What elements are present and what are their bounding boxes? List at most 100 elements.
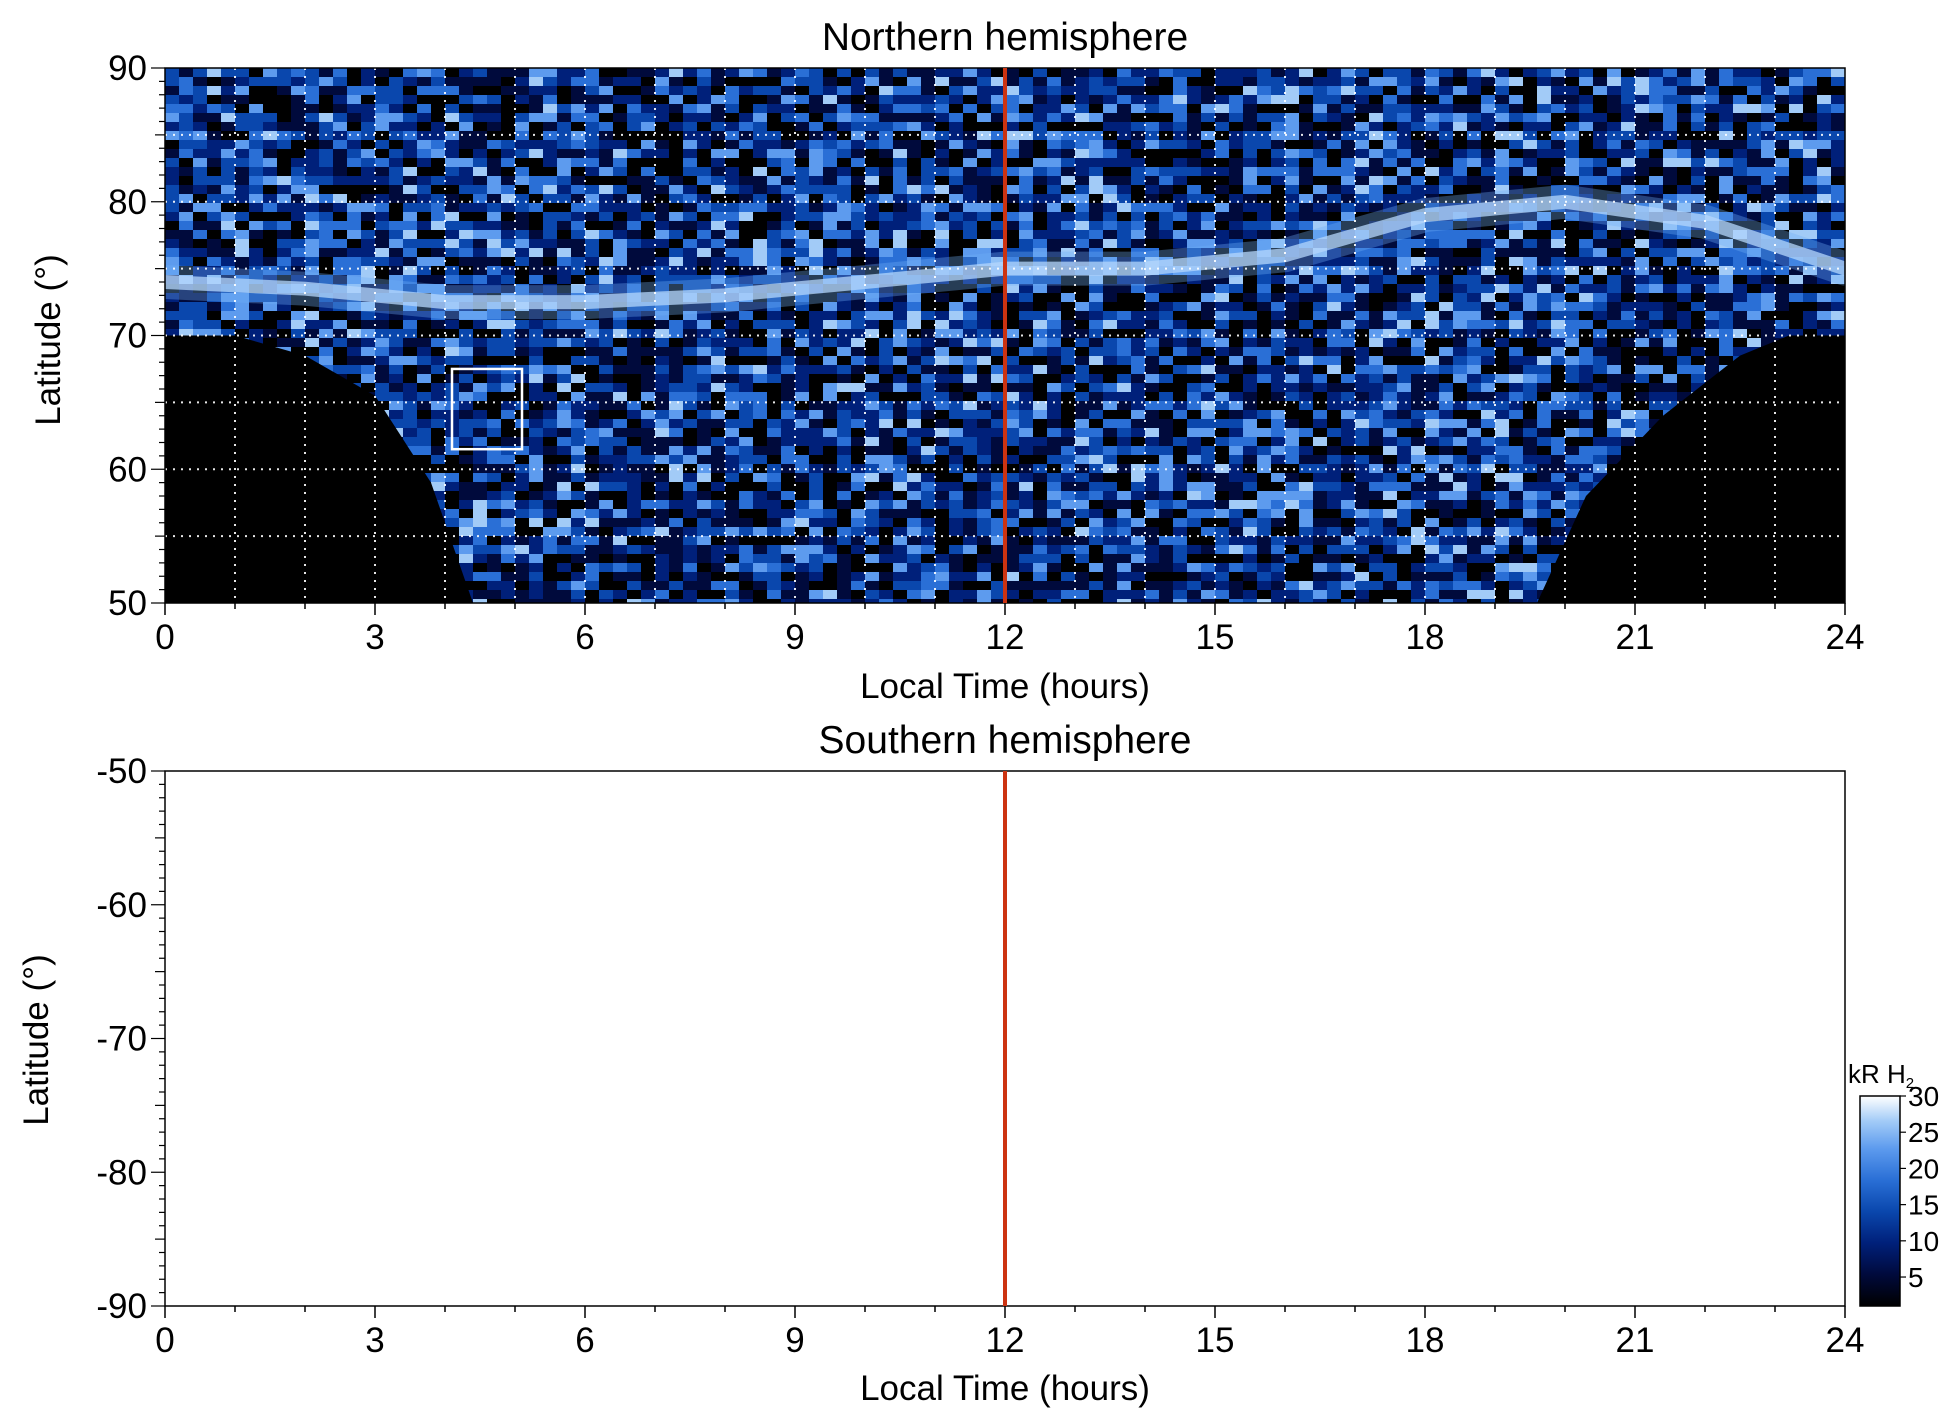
heatmap-cell (697, 176, 711, 185)
heatmap-cell (1201, 419, 1215, 428)
heatmap-cell (277, 176, 291, 185)
heatmap-cell (1565, 149, 1579, 158)
heatmap-cell (1831, 140, 1845, 149)
heatmap-cell (627, 347, 641, 356)
heatmap-cell (375, 401, 389, 410)
heatmap-cell (893, 374, 907, 383)
heatmap-cell (1537, 392, 1551, 401)
heatmap-cell (473, 86, 487, 95)
heatmap-cell (1467, 428, 1481, 437)
heatmap-cell (711, 401, 725, 410)
heatmap-cell (1299, 68, 1313, 77)
heatmap-cell (473, 122, 487, 131)
heatmap-cell (1397, 410, 1411, 419)
heatmap-cell (1607, 248, 1621, 257)
heatmap-cell (1593, 113, 1607, 122)
heatmap-cell (1131, 257, 1145, 266)
heatmap-cell (1565, 95, 1579, 104)
heatmap-cell (669, 158, 683, 167)
heatmap-cell (1047, 419, 1061, 428)
heatmap-cell (361, 221, 375, 230)
heatmap-cell (1103, 158, 1117, 167)
heatmap-cell (893, 122, 907, 131)
heatmap-cell (613, 212, 627, 221)
heatmap-cell (1453, 104, 1467, 113)
heatmap-cell (1257, 365, 1271, 374)
heatmap-cell (1341, 113, 1355, 122)
heatmap-cell (1411, 347, 1425, 356)
heatmap-cell (781, 302, 795, 311)
heatmap-cell (1439, 293, 1453, 302)
heatmap-cell (347, 149, 361, 158)
heatmap-cell (1257, 176, 1271, 185)
heatmap-cell (1691, 266, 1705, 275)
heatmap-cell (1775, 257, 1789, 266)
heatmap-cell (1677, 203, 1691, 212)
heatmap-cell (1831, 293, 1845, 302)
heatmap-cell (1817, 266, 1831, 275)
heatmap-cell (851, 203, 865, 212)
heatmap-cell (739, 194, 753, 203)
heatmap-cell (1117, 311, 1131, 320)
heatmap-cell (1215, 185, 1229, 194)
heatmap-cell (305, 194, 319, 203)
heatmap-cell (1775, 194, 1789, 203)
heatmap-cell (319, 329, 333, 338)
heatmap-cell (347, 230, 361, 239)
heatmap-cell (1761, 311, 1775, 320)
heatmap-cell (1649, 248, 1663, 257)
heatmap-cell (865, 167, 879, 176)
heatmap-cell (459, 185, 473, 194)
heatmap-cell (683, 149, 697, 158)
heatmap-cell (1579, 392, 1593, 401)
heatmap-cell (949, 176, 963, 185)
heatmap-cell (543, 320, 557, 329)
heatmap-cell (1271, 266, 1285, 275)
heatmap-cell (753, 383, 767, 392)
heatmap-cell (571, 86, 585, 95)
heatmap-cell (1663, 338, 1677, 347)
heatmap-cell (1131, 77, 1145, 86)
heatmap-cell (1019, 419, 1033, 428)
heatmap-cell (501, 68, 515, 77)
heatmap-cell (823, 428, 837, 437)
heatmap-cell (1705, 329, 1719, 338)
heatmap-cell (991, 221, 1005, 230)
heatmap-cell (375, 95, 389, 104)
heatmap-cell (347, 221, 361, 230)
heatmap-cell (1523, 257, 1537, 266)
heatmap-cell (501, 230, 515, 239)
heatmap-cell (781, 293, 795, 302)
heatmap-cell (837, 158, 851, 167)
heatmap-cell (1621, 239, 1635, 248)
heatmap-cell (1313, 365, 1327, 374)
heatmap-cell (753, 410, 767, 419)
heatmap-cell (1789, 113, 1803, 122)
heatmap-cell (1803, 113, 1817, 122)
heatmap-cell (1005, 158, 1019, 167)
heatmap-cell (753, 176, 767, 185)
heatmap-cell (1649, 176, 1663, 185)
heatmap-cell (669, 347, 683, 356)
heatmap-cell (977, 383, 991, 392)
heatmap-cell (403, 410, 417, 419)
heatmap-cell (1579, 248, 1593, 257)
heatmap-cell (683, 284, 697, 293)
heatmap-cell (599, 419, 613, 428)
heatmap-cell (1257, 383, 1271, 392)
heatmap-cell (921, 68, 935, 77)
heatmap-cell (1733, 185, 1747, 194)
heatmap-cell (1635, 284, 1649, 293)
heatmap-cell (585, 428, 599, 437)
heatmap-cell (1467, 185, 1481, 194)
heatmap-cell (1383, 257, 1397, 266)
heatmap-cell (1117, 392, 1131, 401)
heatmap-cell (221, 167, 235, 176)
heatmap-cell (1341, 338, 1355, 347)
heatmap-cell (1005, 203, 1019, 212)
heatmap-cell (1495, 365, 1509, 374)
heatmap-cell (921, 293, 935, 302)
heatmap-cell (1803, 131, 1817, 140)
heatmap-cell (249, 293, 263, 302)
heatmap-cell (1243, 410, 1257, 419)
